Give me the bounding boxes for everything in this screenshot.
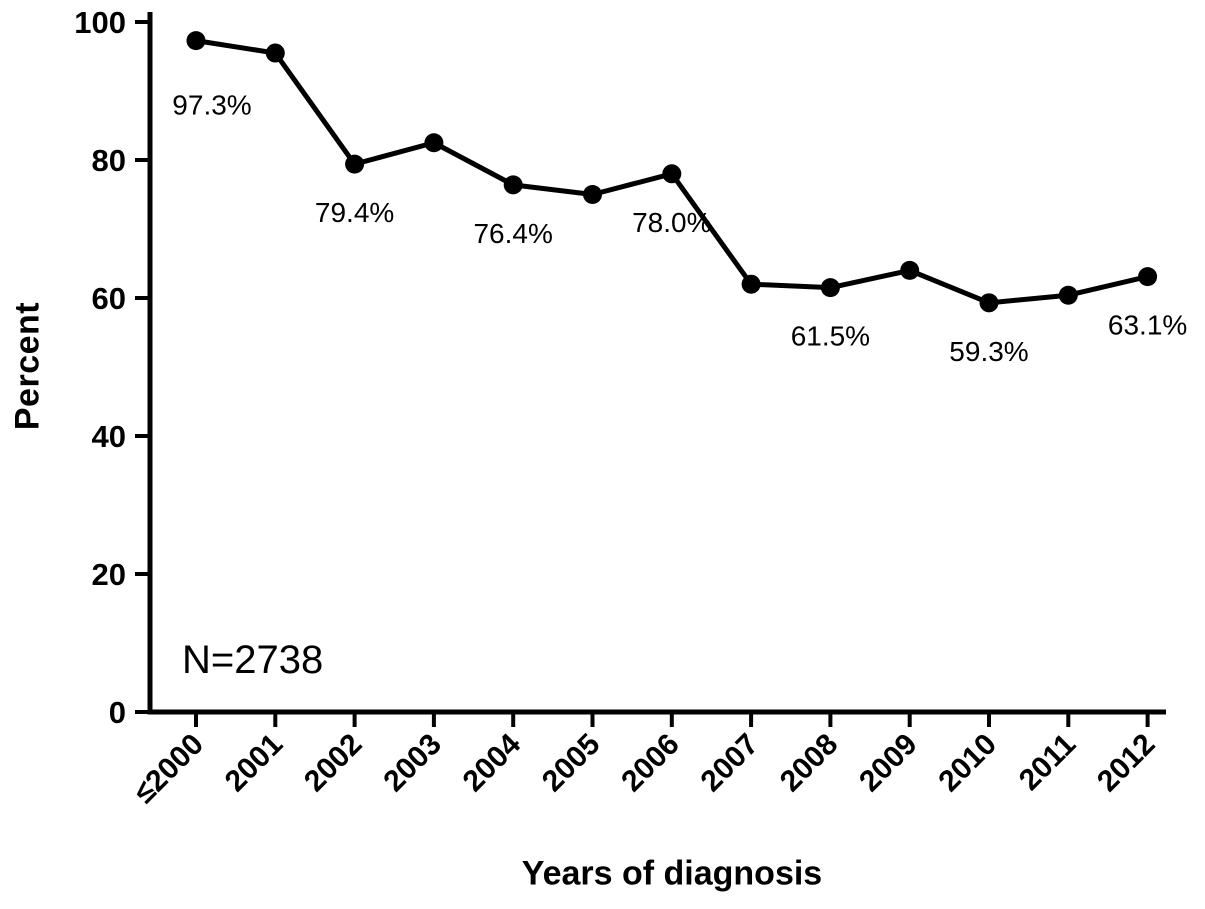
x-tick-label-group: ≤2000 [128,728,210,810]
x-tick-label: 2009 [853,728,924,799]
data-label: 59.3% [949,336,1028,367]
x-tick-label: 2001 [219,728,290,799]
x-tick-label: 2006 [615,728,686,799]
data-point [820,278,840,298]
data-point [1138,267,1158,287]
y-axis-title: Percent [8,301,47,431]
sample-size-annotation: N=2738 [182,638,324,682]
x-tick-label: 2008 [774,728,845,799]
x-tick-label-group: 2011 [1013,728,1082,797]
y-tick-label: 0 [109,695,126,730]
data-point [424,133,444,153]
data-point [345,154,365,174]
data-label: 79.4% [315,197,394,228]
x-tick-label-group: 2007 [695,728,766,799]
y-axis-ticks: 0 20 40 60 80 100 [74,5,150,730]
data-point [265,43,285,63]
data-point [583,185,602,204]
data-label: 97.3% [172,90,251,121]
x-tick-label: 2005 [536,728,607,799]
data-point [1058,285,1078,305]
data-points [186,31,1158,313]
x-tick-label-group: 2012 [1091,728,1162,799]
x-tick-label-group: 2004 [457,727,528,798]
data-point [741,274,761,294]
x-tick-label: 2011 [1013,728,1082,797]
data-point [979,293,999,313]
x-tick-label-group: 2008 [774,728,845,799]
x-axis-title: Years of diagnosis [521,854,823,893]
data-label: 63.1% [1108,310,1187,341]
data-labels: 97.3% 79.4% 76.4% 78.0% 61.5% 59.3% 63.1% [172,90,1187,367]
x-tick-label-group: 2001 [219,728,290,799]
data-label: 78.0% [632,207,711,238]
x-tick-label-group: 2003 [377,728,448,799]
data-point [662,164,682,184]
x-tick-label: 2002 [298,728,369,799]
data-point [900,260,920,280]
x-tick-label: 2007 [695,728,766,799]
data-label: 61.5% [791,321,870,352]
y-tick-label: 80 [92,143,126,178]
x-tick-label: 2012 [1091,728,1162,799]
x-tick-label-group: 2006 [615,728,686,799]
x-tick-label-group: 2010 [932,728,1003,799]
y-tick-label: 60 [92,281,126,316]
x-axis-ticks: ≤2000 2001 2002 2003 2004 2005 2006 2007 2008 200… [128,712,1162,810]
x-tick-label-group: 2009 [853,728,924,799]
axes [147,12,1166,715]
data-point [503,175,523,195]
x-tick-label-group: 2005 [536,728,607,799]
data-label: 76.4% [473,218,552,249]
x-tick-label: 2004 [457,727,528,798]
y-tick-label: 40 [92,419,126,454]
data-point [186,31,206,51]
x-tick-label-group: 2002 [298,728,369,799]
x-tick-label: 2003 [377,728,448,799]
y-tick-label: 100 [74,5,126,40]
x-tick-label: 2010 [932,728,1003,799]
x-tick-label: ≤2000 [128,728,210,810]
y-tick-label: 20 [92,557,126,592]
